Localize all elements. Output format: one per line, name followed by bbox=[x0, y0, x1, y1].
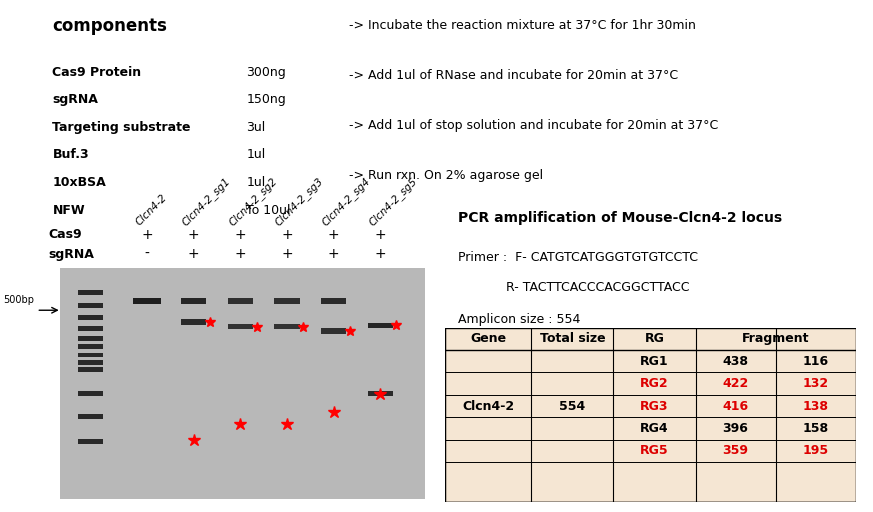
Text: 500bp: 500bp bbox=[3, 295, 34, 306]
Text: +: + bbox=[235, 228, 246, 242]
Text: +: + bbox=[327, 247, 340, 261]
Text: Clcn4-2_sg2: Clcn4-2_sg2 bbox=[227, 175, 279, 228]
FancyBboxPatch shape bbox=[368, 391, 393, 396]
Text: 554: 554 bbox=[560, 399, 586, 413]
FancyBboxPatch shape bbox=[79, 303, 103, 308]
Text: +: + bbox=[235, 247, 246, 261]
Text: RG1: RG1 bbox=[640, 355, 669, 368]
Text: RG4: RG4 bbox=[640, 422, 669, 435]
FancyBboxPatch shape bbox=[368, 323, 393, 328]
Text: Clcn4-2: Clcn4-2 bbox=[462, 399, 514, 413]
Text: +: + bbox=[188, 228, 200, 242]
Text: +: + bbox=[375, 247, 386, 261]
Text: Cas9 Protein: Cas9 Protein bbox=[52, 66, 141, 78]
Text: Total size: Total size bbox=[540, 332, 605, 346]
Text: 396: 396 bbox=[723, 422, 748, 435]
FancyBboxPatch shape bbox=[445, 328, 856, 502]
FancyBboxPatch shape bbox=[274, 324, 299, 329]
FancyBboxPatch shape bbox=[79, 391, 103, 396]
FancyBboxPatch shape bbox=[79, 336, 103, 340]
Text: Buf.3: Buf.3 bbox=[52, 148, 89, 161]
FancyBboxPatch shape bbox=[79, 326, 103, 331]
Text: 416: 416 bbox=[723, 399, 748, 413]
Text: 1ul: 1ul bbox=[246, 176, 265, 189]
Text: 132: 132 bbox=[802, 377, 828, 390]
Text: +: + bbox=[375, 228, 386, 242]
Text: 116: 116 bbox=[802, 355, 828, 368]
FancyBboxPatch shape bbox=[321, 298, 347, 304]
FancyBboxPatch shape bbox=[274, 298, 299, 304]
Text: +: + bbox=[327, 228, 340, 242]
FancyBboxPatch shape bbox=[79, 344, 103, 349]
Text: R- TACTTCACCCACGGCTTACC: R- TACTTCACCCACGGCTTACC bbox=[458, 281, 690, 294]
Text: 195: 195 bbox=[802, 444, 828, 457]
FancyBboxPatch shape bbox=[79, 290, 103, 295]
Text: RG5: RG5 bbox=[640, 444, 669, 457]
FancyBboxPatch shape bbox=[59, 268, 425, 499]
Text: 3ul: 3ul bbox=[246, 121, 265, 134]
Text: 422: 422 bbox=[722, 377, 749, 390]
FancyBboxPatch shape bbox=[228, 324, 253, 329]
Text: Clcn4-2_sg1: Clcn4-2_sg1 bbox=[180, 175, 232, 228]
Text: -> Add 1ul of RNase and incubate for 20min at 37°C: -> Add 1ul of RNase and incubate for 20m… bbox=[349, 69, 678, 82]
Text: sgRNA: sgRNA bbox=[48, 248, 94, 261]
Text: RG3: RG3 bbox=[640, 399, 669, 413]
FancyBboxPatch shape bbox=[79, 367, 103, 372]
FancyBboxPatch shape bbox=[181, 298, 206, 304]
Text: +: + bbox=[141, 228, 153, 242]
Text: sgRNA: sgRNA bbox=[52, 93, 99, 106]
FancyBboxPatch shape bbox=[134, 298, 161, 304]
Text: -: - bbox=[145, 247, 149, 261]
Text: Clcn4-2: Clcn4-2 bbox=[134, 193, 168, 228]
FancyBboxPatch shape bbox=[228, 298, 253, 304]
Text: 150ng: 150ng bbox=[246, 93, 286, 106]
Text: RG: RG bbox=[644, 332, 664, 346]
FancyBboxPatch shape bbox=[321, 328, 347, 334]
Text: -> Incubate the reaction mixture at 37°C for 1hr 30min: -> Incubate the reaction mixture at 37°C… bbox=[349, 19, 696, 32]
Text: Primer :  F- CATGTCATGGGTGTGTCCTC: Primer : F- CATGTCATGGGTGTGTCCTC bbox=[458, 251, 698, 265]
FancyBboxPatch shape bbox=[79, 414, 103, 419]
Text: Fragment: Fragment bbox=[742, 332, 809, 346]
FancyBboxPatch shape bbox=[79, 360, 103, 365]
Text: To 10ul: To 10ul bbox=[246, 204, 291, 217]
Text: 438: 438 bbox=[723, 355, 748, 368]
FancyBboxPatch shape bbox=[181, 319, 206, 325]
Text: Amplicon size : 554: Amplicon size : 554 bbox=[458, 313, 581, 326]
Text: +: + bbox=[281, 228, 292, 242]
Text: Cas9: Cas9 bbox=[48, 228, 82, 241]
Text: Targeting substrate: Targeting substrate bbox=[52, 121, 191, 134]
Text: PCR amplification of Mouse-Clcn4-2 locus: PCR amplification of Mouse-Clcn4-2 locus bbox=[458, 211, 782, 225]
Text: 10xBSA: 10xBSA bbox=[52, 176, 107, 189]
Text: 138: 138 bbox=[802, 399, 828, 413]
Text: +: + bbox=[188, 247, 200, 261]
Text: Clcn4-2_sg5: Clcn4-2_sg5 bbox=[367, 175, 419, 228]
Text: Clcn4-2_sg4: Clcn4-2_sg4 bbox=[320, 175, 373, 228]
Text: -> Add 1ul of stop solution and incubate for 20min at 37°C: -> Add 1ul of stop solution and incubate… bbox=[349, 119, 718, 132]
Text: -> Run rxn. On 2% agarose gel: -> Run rxn. On 2% agarose gel bbox=[349, 169, 543, 182]
Text: 359: 359 bbox=[723, 444, 748, 457]
Text: 158: 158 bbox=[802, 422, 828, 435]
Text: NFW: NFW bbox=[52, 204, 85, 217]
Text: 1ul: 1ul bbox=[246, 148, 265, 161]
Text: components: components bbox=[52, 17, 168, 35]
Text: Clcn4-2_sg3: Clcn4-2_sg3 bbox=[273, 175, 326, 228]
FancyBboxPatch shape bbox=[79, 353, 103, 357]
Text: 300ng: 300ng bbox=[246, 66, 286, 78]
Text: +: + bbox=[281, 247, 292, 261]
FancyBboxPatch shape bbox=[79, 439, 103, 444]
Text: RG2: RG2 bbox=[640, 377, 669, 390]
FancyBboxPatch shape bbox=[79, 315, 103, 320]
Text: Gene: Gene bbox=[471, 332, 506, 346]
